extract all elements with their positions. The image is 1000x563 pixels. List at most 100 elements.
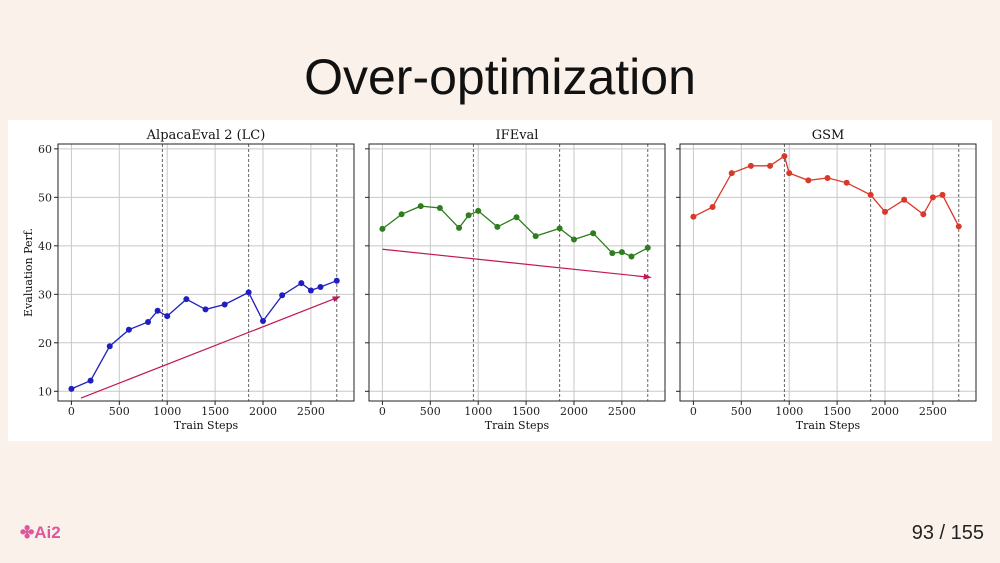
data-point — [920, 211, 927, 218]
data-point — [781, 153, 788, 160]
data-point — [955, 223, 962, 230]
x-tick-label: 2500 — [608, 405, 636, 418]
y-tick-label: 30 — [38, 288, 52, 301]
data-point — [901, 196, 908, 203]
trend-arrow — [382, 248, 652, 280]
chart-panel-3: 0 500 1000 1500 2000 2500 GSM Train Steps — [676, 128, 977, 432]
x-tick-label: 2500 — [297, 405, 325, 418]
data-point — [145, 318, 152, 325]
data-point — [767, 162, 774, 169]
data-point — [221, 301, 228, 308]
x-tick-label: 1500 — [201, 405, 229, 418]
x-tick-label: 2500 — [919, 405, 947, 418]
data-point — [628, 253, 635, 260]
y-axis-label: Evaluation Perf. — [22, 228, 35, 317]
data-point — [532, 233, 539, 240]
logo-text: Ai2 — [34, 523, 61, 542]
data-point — [164, 313, 171, 320]
axes-frame — [57, 143, 355, 402]
chart-panel-2: 0 500 1000 1500 2000 2500 IFEval Train Steps — [365, 128, 666, 432]
data-point — [398, 211, 405, 218]
x-tick-label: 500 — [420, 405, 441, 418]
x-tick-label: 500 — [109, 405, 130, 418]
data-point — [929, 194, 936, 201]
x-tick-label: 0 — [690, 405, 697, 418]
data-point — [379, 225, 386, 232]
data-point — [298, 280, 305, 287]
series-line — [382, 205, 649, 258]
y-tick-label: 50 — [38, 191, 52, 204]
axes-frame — [679, 143, 977, 402]
x-tick-label: 2000 — [249, 405, 277, 418]
x-tick-label: 2000 — [560, 405, 588, 418]
x-axis-label: Train Steps — [796, 419, 861, 432]
chart-panel-1: 0 500 1000 1500 2000 2500 10 20 30 40 50 60 AlpacaEv… — [22, 128, 355, 432]
x-tick-label: 1000 — [153, 405, 181, 418]
data-point — [456, 224, 463, 231]
data-point — [475, 207, 482, 214]
data-point — [202, 306, 209, 313]
data-point — [690, 213, 697, 220]
chart-title: IFEval — [496, 128, 539, 143]
x-tick-label: 1500 — [823, 405, 851, 418]
data-point — [106, 343, 113, 350]
data-point — [867, 191, 874, 198]
charts-svg: 0 500 1000 1500 2000 2500 10 20 30 40 50 60 AlpacaEv… — [22, 128, 977, 432]
chart-figure: 0 500 1000 1500 2000 2500 10 20 30 40 50 60 AlpacaEv… — [8, 120, 992, 441]
data-point — [644, 244, 651, 251]
chart-title: GSM — [812, 128, 845, 143]
data-point — [805, 177, 812, 184]
x-tick-label: 1000 — [775, 405, 803, 418]
x-tick-label: 0 — [379, 405, 386, 418]
data-point — [590, 230, 597, 237]
data-point — [747, 162, 754, 169]
y-tick-label: 40 — [38, 240, 52, 253]
data-point — [618, 249, 625, 256]
data-point — [436, 205, 443, 212]
data-point — [939, 191, 946, 198]
data-point — [307, 287, 314, 294]
x-tick-label: 1500 — [512, 405, 540, 418]
data-point — [154, 307, 161, 314]
data-point — [824, 174, 831, 181]
data-point — [87, 377, 94, 384]
ai2-logo: ✤Ai2 — [20, 523, 61, 542]
data-point — [417, 203, 424, 210]
data-point — [245, 289, 252, 296]
data-point — [786, 170, 793, 177]
axes-frame — [368, 143, 666, 402]
page-current: 93 — [911, 522, 934, 544]
x-tick-label: 500 — [731, 405, 752, 418]
y-tick-label: 20 — [38, 337, 52, 350]
data-point — [570, 236, 577, 243]
data-point — [125, 326, 132, 333]
data-point — [609, 250, 616, 257]
data-point — [843, 179, 850, 186]
data-point — [494, 223, 501, 230]
series-line — [693, 155, 960, 227]
data-point — [68, 385, 75, 392]
page-separator: / — [933, 522, 951, 544]
data-point — [183, 296, 190, 303]
x-tick-label: 0 — [68, 405, 75, 418]
data-point — [259, 317, 266, 324]
trend-arrow — [80, 296, 341, 399]
x-tick-label: 1000 — [464, 405, 492, 418]
y-tick-label: 10 — [38, 385, 52, 398]
x-axis-label: Train Steps — [174, 419, 239, 432]
x-axis-label: Train Steps — [485, 419, 550, 432]
data-point — [881, 208, 888, 215]
page-number: 93 / 155 — [912, 522, 984, 545]
data-point — [317, 284, 324, 291]
data-point — [556, 225, 563, 232]
chart-title: AlpacaEval 2 (LC) — [146, 128, 266, 143]
data-point — [279, 292, 286, 299]
x-tick-label: 2000 — [871, 405, 899, 418]
series-line — [71, 280, 338, 390]
data-point — [513, 214, 520, 221]
data-point — [465, 212, 472, 219]
y-tick-label: 60 — [38, 143, 52, 156]
page-total: 155 — [950, 522, 984, 544]
data-point — [728, 170, 735, 177]
data-point — [333, 277, 340, 284]
